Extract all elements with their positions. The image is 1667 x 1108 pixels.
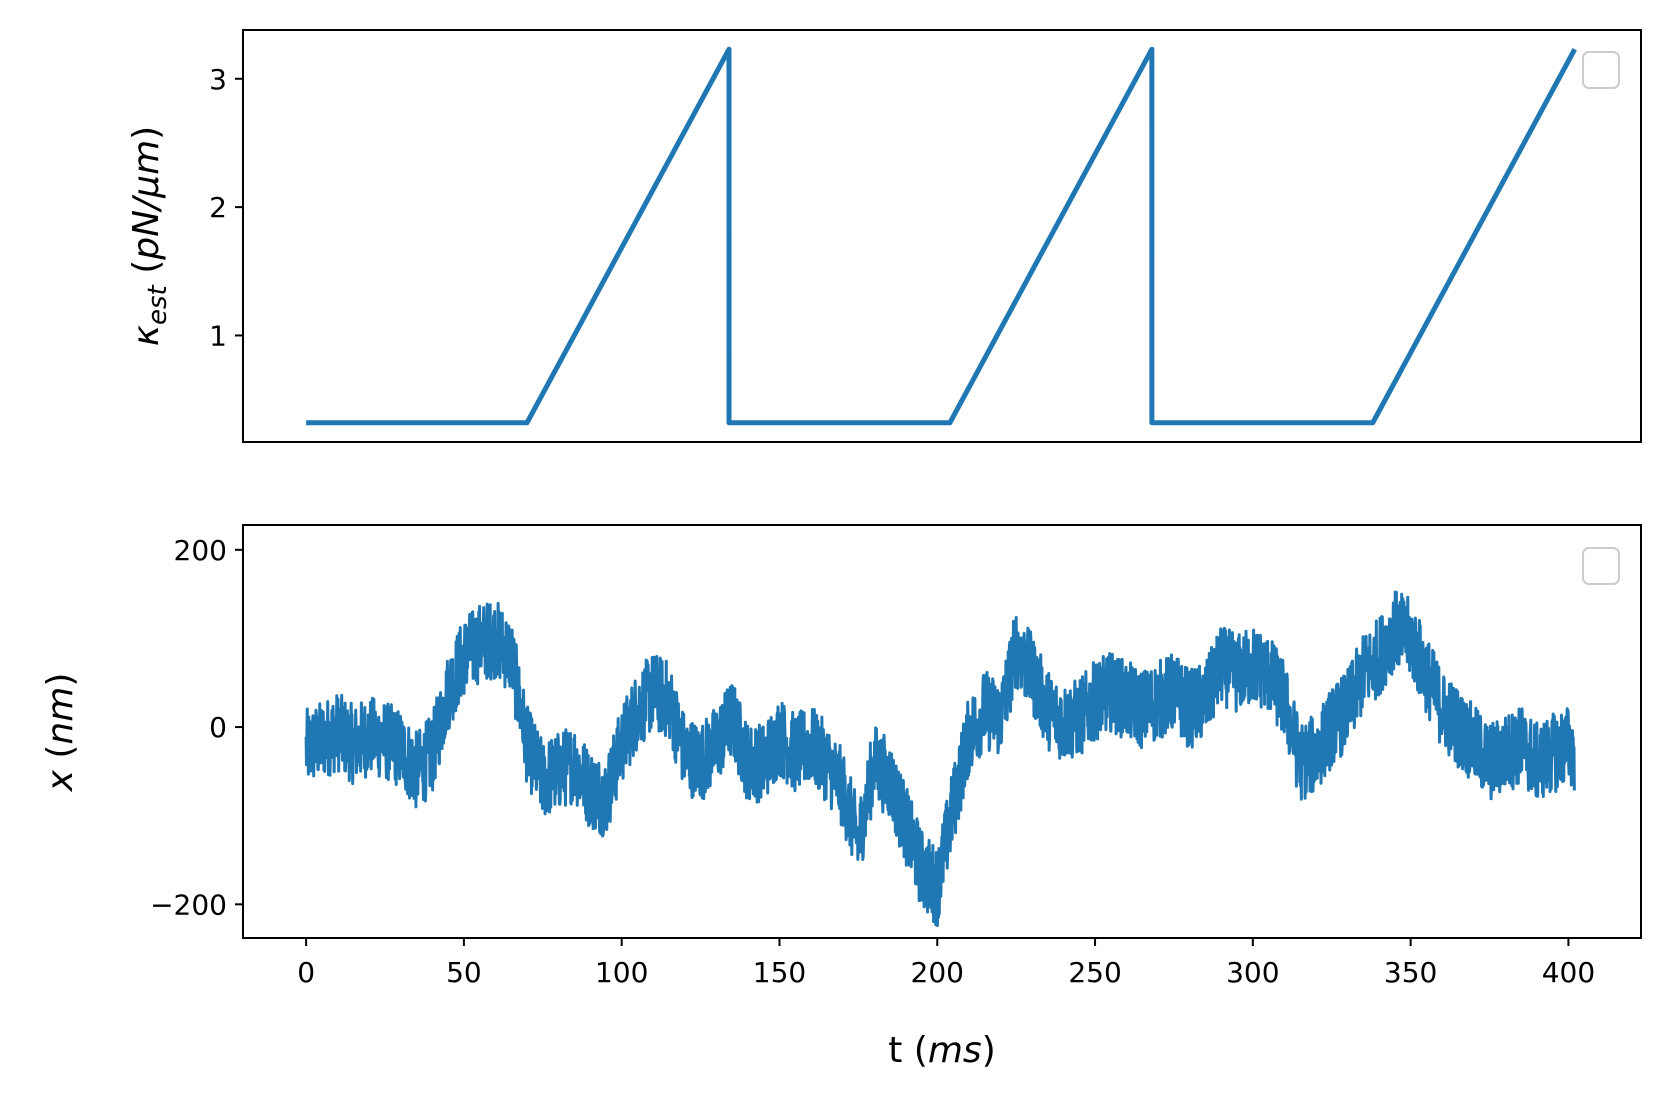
bottom-xtick-label-3: 150 — [753, 956, 806, 989]
bottom-xtick-label-0: 0 — [297, 956, 315, 989]
bottom-xtick-label-7: 350 — [1384, 956, 1437, 989]
top-y-ticks: 1 2 3 — [209, 63, 243, 352]
bottom-xtick-label-8: 400 — [1542, 956, 1595, 989]
bottom-ytick-label-0: −200 — [150, 888, 227, 921]
top-series-line-0 — [306, 46, 1577, 426]
top-ylabel-symbol: κ — [126, 324, 167, 346]
top-plot-area — [243, 30, 1641, 442]
bottom-ylabel-unit: nm — [40, 687, 81, 745]
top-panel: 1 2 3 κest (pN/μm) — [126, 29, 1642, 443]
bottom-axes-frame — [242, 524, 1642, 939]
top-axes-frame — [242, 29, 1642, 443]
top-legend-box — [1582, 51, 1620, 89]
bottom-xlabel-unit: ms — [928, 1030, 982, 1071]
top-ytick-label-0: 1 — [209, 319, 227, 352]
bottom-ytick-label-2: 200 — [174, 534, 227, 567]
bottom-y-axis-label: x (nm) — [40, 673, 81, 793]
top-ylabel-unit: pN/μm — [126, 140, 167, 261]
bottom-x-axis-label: t (ms) — [888, 1030, 995, 1071]
top-series-group — [306, 46, 1577, 426]
top-y-axis-label: κest (pN/μm) — [126, 126, 173, 346]
bottom-xtick-label-6: 300 — [1226, 956, 1279, 989]
top-ylabel-open: ( — [126, 260, 167, 286]
bottom-ytick-label-1: 0 — [209, 711, 227, 744]
top-ylabel-close: ) — [126, 126, 167, 140]
top-ytick-label-2: 3 — [209, 63, 227, 96]
bottom-xtick-label-5: 250 — [1068, 956, 1121, 989]
bottom-xtick-label-1: 50 — [446, 956, 482, 989]
bottom-y-ticks: −200 0 200 — [150, 534, 243, 921]
bottom-series-line-0 — [304, 590, 1576, 927]
bottom-ylabel-open: ( — [40, 745, 81, 771]
bottom-series-group — [304, 590, 1576, 927]
bottom-xtick-label-2: 100 — [595, 956, 648, 989]
bottom-legend-box — [1582, 547, 1620, 585]
bottom-xlabel-open: t ( — [888, 1030, 928, 1071]
bottom-x-ticks: 0 50 100 150 200 250 300 350 400 — [297, 938, 1595, 989]
bottom-xtick-label-4: 200 — [911, 956, 964, 989]
top-ylabel-subscript: est — [143, 284, 173, 325]
top-ytick-label-1: 2 — [209, 191, 227, 224]
bottom-ylabel-close: ) — [40, 673, 81, 687]
bottom-xlabel-close: ) — [982, 1030, 996, 1071]
bottom-ylabel-symbol: x — [40, 769, 81, 792]
bottom-panel: −200 0 200 0 50 100 150 200 250 300 350 400 x (nm)… — [40, 524, 1642, 1071]
